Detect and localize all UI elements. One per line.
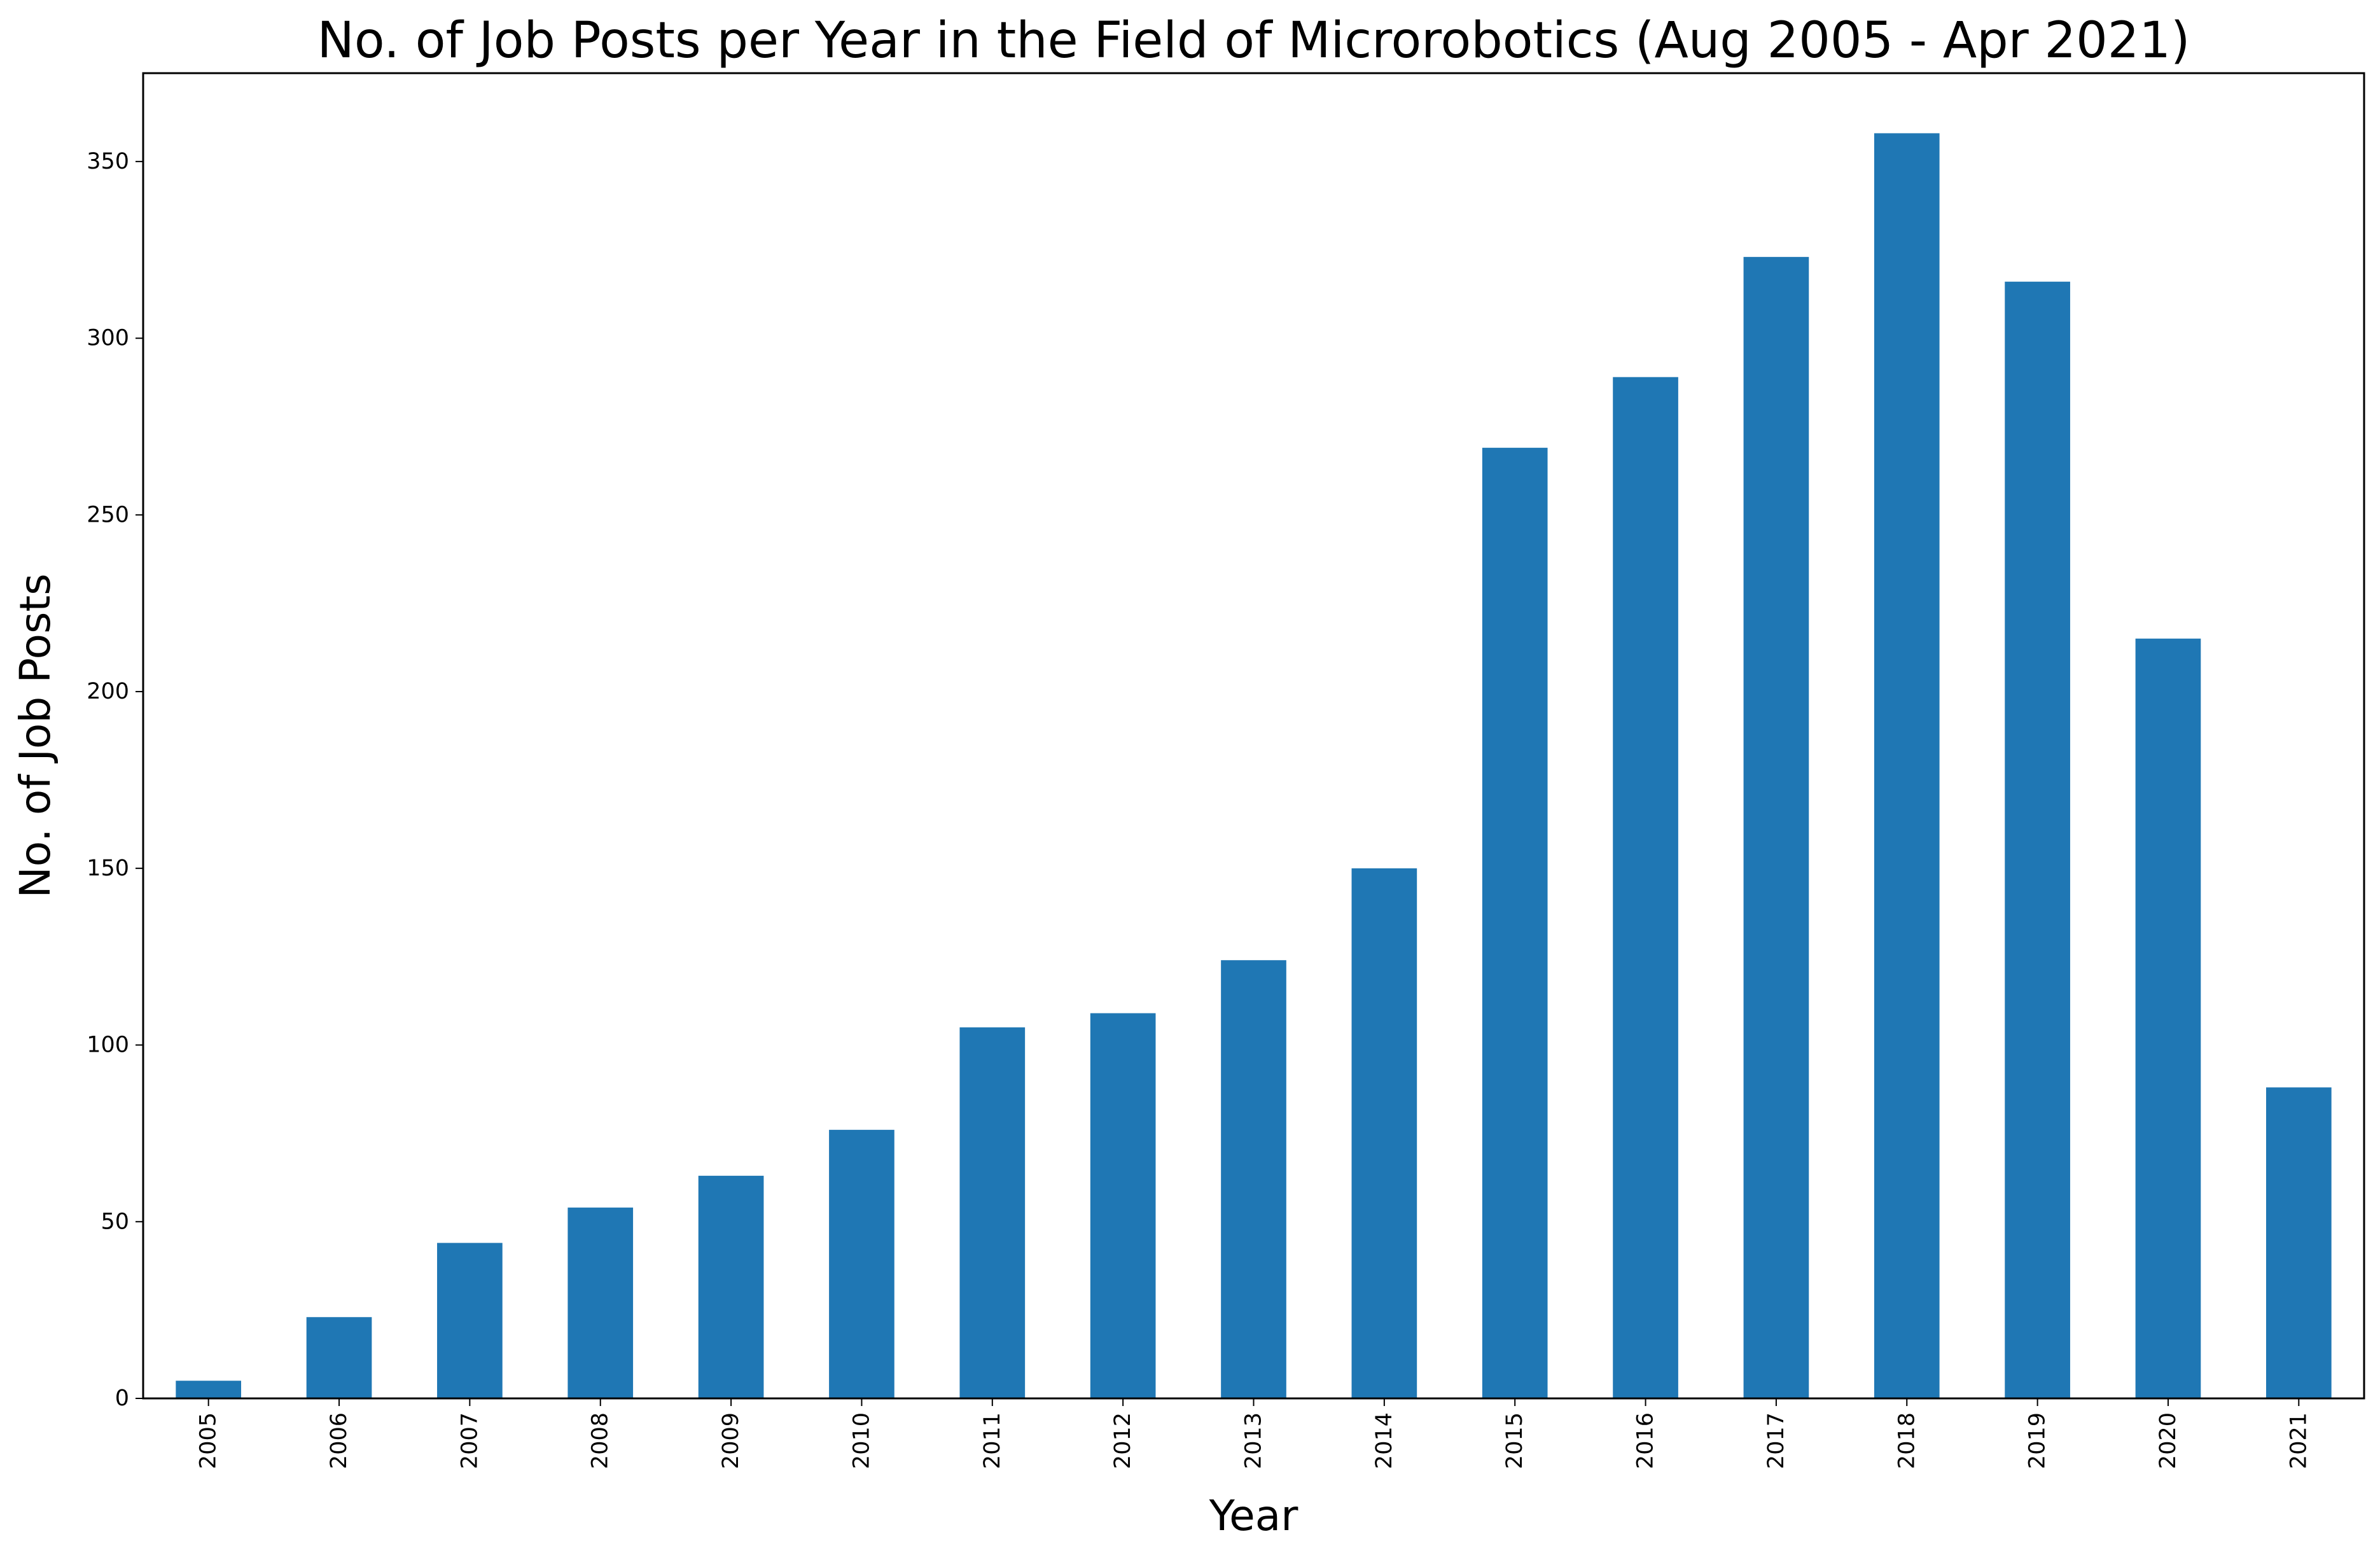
x-tick-label: 2005 [196,1412,221,1469]
plot-area-frame [142,72,2365,1400]
bar-2019 [2005,281,2070,1398]
bar-2008 [567,1208,634,1398]
x-tick-label: 2007 [457,1412,482,1469]
bar-2009 [698,1176,764,1398]
y-axis-label: No. of Job Posts [11,573,60,898]
y-tick-label: 250 [87,502,129,527]
x-axis-label: Year [1209,1491,1299,1540]
bar-2010 [829,1129,894,1398]
x-tick-label: 2010 [849,1412,874,1469]
y-tick-label: 150 [87,856,129,881]
bar-2014 [1351,868,1417,1398]
y-tick-label: 350 [87,149,129,174]
x-tick-label: 2011 [980,1412,1005,1469]
bar-2017 [1743,256,1809,1398]
bar-2016 [1613,377,1678,1398]
bar-2018 [1874,133,1940,1399]
x-tick-label: 2009 [718,1412,744,1469]
x-tick-label: 2008 [588,1412,613,1469]
x-tick-label: 2014 [1372,1412,1397,1469]
x-axis-ticks: 2005 2006 2007 2008 2009 2010 2011 2012 2013 2014… [196,1398,2311,1469]
chart-title: No. of Job Posts per Year in the Field o… [317,12,2190,69]
y-tick-label: 200 [87,679,129,704]
bar-2007 [437,1243,503,1398]
x-tick-label: 2021 [2286,1412,2311,1469]
x-tick-label: 2018 [1894,1412,1919,1469]
y-axis-ticks: 0 50 100 150 200 250 300 350 [87,149,143,1411]
bars-layer [176,133,2332,1399]
x-tick-label: 2012 [1110,1412,1136,1469]
bar-2006 [306,1317,372,1398]
x-tick-label: 2020 [2155,1412,2181,1469]
y-tick-label: 300 [87,326,129,351]
bar-2012 [1090,1013,1156,1398]
x-tick-label: 2019 [2025,1412,2050,1469]
y-tick-label: 0 [115,1386,129,1411]
bar-2021 [2265,1087,2332,1398]
y-tick-label: 50 [101,1209,129,1234]
bar-2015 [1482,447,1548,1398]
bar-2005 [176,1381,242,1398]
y-tick-label: 100 [87,1033,129,1058]
bar-2013 [1221,960,1286,1398]
bar-2011 [959,1027,1026,1398]
x-tick-label: 2017 [1764,1412,1789,1469]
x-tick-label: 2016 [1633,1412,1659,1469]
x-tick-label: 2006 [326,1412,352,1469]
x-tick-label: 2013 [1241,1412,1267,1469]
x-tick-label: 2015 [1502,1412,1528,1469]
bar-2020 [2135,638,2201,1399]
